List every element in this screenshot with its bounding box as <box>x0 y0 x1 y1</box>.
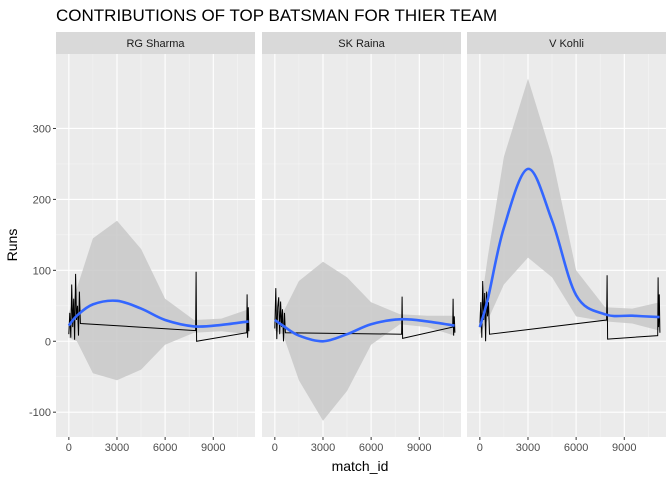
x-tick-label: 3000 <box>516 442 540 454</box>
runs-line <box>479 275 661 342</box>
smooth-line <box>274 317 455 343</box>
smooth-line <box>478 167 660 328</box>
y-axis: -100 0 100 200 300 <box>29 123 56 419</box>
runs-line <box>68 271 250 342</box>
panel-background <box>262 54 461 437</box>
x-tick-label: 6000 <box>564 442 588 454</box>
y-tick-label: 300 <box>33 123 51 135</box>
x-tick-label: 0 <box>477 442 483 454</box>
facet-strip-label: RG Sharma <box>126 38 185 50</box>
x-tick-label: 9000 <box>201 442 225 454</box>
facet-v-kohli: V Kohli 0 3000 6000 9000 <box>467 32 666 454</box>
facet-panels: RG Sharma 0 3000 6000 9000 SK Raina 0 3000 6000 9… <box>56 32 666 454</box>
facet-rg-sharma: RG Sharma 0 3000 6000 9000 <box>56 32 255 454</box>
facet-strip-label: V Kohli <box>549 38 584 50</box>
y-tick-label: 100 <box>33 265 51 277</box>
facet-strip-label: SK Raina <box>338 38 385 50</box>
x-tick-label: 0 <box>272 442 278 454</box>
y-tick-label: 0 <box>45 336 51 348</box>
panel-background <box>56 54 255 437</box>
facet-strip <box>467 32 666 54</box>
x-axis-title: match_id <box>332 458 389 474</box>
x-tick-label: 6000 <box>153 442 177 454</box>
smooth-line <box>67 299 249 328</box>
chart-title: CONTRIBUTIONS OF TOP BATSMAN FOR THIER T… <box>56 6 497 25</box>
confidence-ribbon <box>274 261 455 421</box>
x-tick-label: 6000 <box>359 442 383 454</box>
x-tick-label: 9000 <box>407 442 431 454</box>
y-tick-label: -100 <box>29 407 51 419</box>
x-tick-label: 0 <box>66 442 72 454</box>
x-tick-label: 3000 <box>311 442 335 454</box>
x-tick-label: 3000 <box>105 442 129 454</box>
y-axis-title: Runs <box>4 229 20 262</box>
facet-strip <box>262 32 461 54</box>
facet-strip <box>56 32 255 54</box>
confidence-ribbon <box>68 220 249 381</box>
facet-sk-raina: SK Raina 0 3000 6000 9000 <box>262 32 461 454</box>
y-tick-label: 200 <box>33 194 51 206</box>
confidence-ribbon <box>479 78 660 335</box>
x-tick-label: 9000 <box>612 442 636 454</box>
